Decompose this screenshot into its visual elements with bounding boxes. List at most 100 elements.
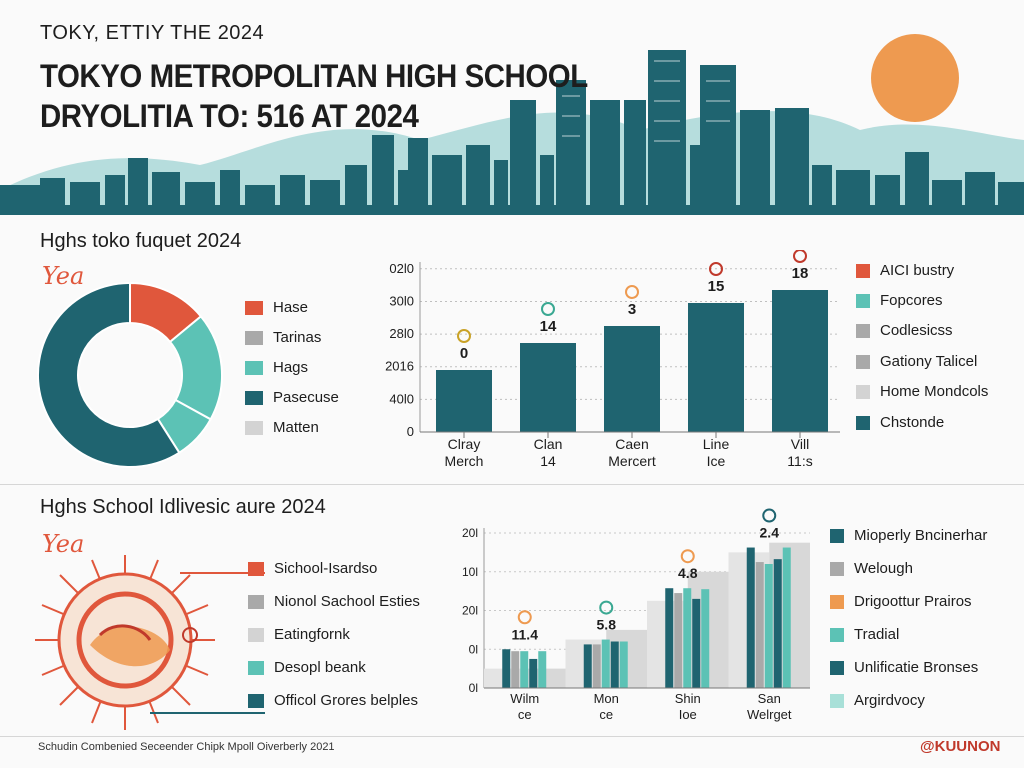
header-banner: TOKY, ETTIY THE 2024 TOKYO METROPOLITAN …	[0, 0, 1024, 215]
y-tick-label: 0	[407, 424, 414, 439]
x-tick-label: Welrget	[747, 707, 792, 722]
legend-label: Nionol Sachool Esties	[274, 593, 420, 610]
x-tick-label: Wilm	[510, 691, 539, 706]
y-tick-label: 02l0	[389, 261, 414, 276]
figure-icon	[680, 549, 695, 564]
bar	[619, 641, 628, 688]
legend-swatch	[830, 660, 844, 675]
sun-ring	[76, 591, 174, 689]
legend-label: AICI bustry	[880, 262, 955, 279]
figure-icon	[625, 285, 639, 299]
data-label: 0	[460, 345, 468, 362]
legend-item: Chstonde	[856, 414, 944, 431]
bar	[520, 651, 529, 688]
legend-swatch	[856, 323, 870, 338]
footer-divider	[0, 736, 1024, 737]
sun-swirl	[98, 624, 152, 641]
x-tick-label: Clray	[448, 436, 481, 452]
y-tick-label: 20l	[462, 526, 478, 540]
skyline-buildings	[0, 50, 1024, 215]
donut-slice	[37, 281, 181, 468]
legend-swatch	[248, 594, 264, 609]
x-tick-label: Vill	[791, 436, 809, 452]
x-tick-label: Ioe	[679, 707, 697, 722]
legend-swatch	[245, 330, 263, 345]
legend-swatch	[245, 390, 263, 405]
legend-label: Chstonde	[880, 414, 945, 431]
y-tick-label: 10l	[462, 565, 478, 579]
legend-item: Mioperly Bncinerhar	[830, 527, 987, 544]
legend-swatch	[856, 415, 870, 430]
legend-item: Nionol Sachool Esties	[248, 593, 420, 610]
legend-swatch	[245, 420, 263, 435]
bar	[772, 290, 828, 432]
bar-chart-1: 040l0201628l030l002l00ClrayMerch14Clan14…	[385, 250, 840, 469]
bar	[592, 644, 601, 688]
legend-swatch	[245, 360, 263, 375]
legend-item: Welough	[830, 560, 913, 577]
bar	[773, 559, 782, 688]
x-tick-label: ce	[518, 707, 532, 722]
section2-badge: Yea	[42, 530, 85, 558]
page-title: TOKYO METROPOLITAN HIGH SCHOOL	[40, 58, 588, 94]
legend-label: Welough	[854, 560, 913, 577]
legend-item: Hags	[245, 359, 308, 376]
data-label: 3	[628, 301, 636, 318]
legend-swatch	[830, 627, 844, 642]
data-label: 5.8	[597, 617, 617, 633]
sun-legend: Sichool-Isardso Nionol Sachool Esties Ea…	[248, 560, 448, 720]
y-tick-label: 2016	[385, 359, 414, 374]
legend-item: Fopcores	[856, 292, 943, 309]
x-tick-label: ce	[599, 707, 613, 722]
figure-icon	[457, 329, 471, 343]
figure-icon	[793, 250, 807, 263]
bar	[610, 641, 619, 688]
bar	[583, 644, 592, 688]
x-tick-label: 11:s	[787, 453, 812, 469]
bar	[692, 598, 701, 688]
legend-swatch	[248, 660, 264, 675]
data-label: 2.4	[760, 525, 780, 541]
x-tick-label: Mercert	[608, 453, 656, 469]
legend-swatch	[248, 693, 264, 708]
legend-label: Hase	[273, 299, 309, 316]
data-label: 14	[540, 318, 557, 335]
legend-item: Sichool-Isardso	[248, 560, 377, 577]
data-label: 18	[792, 265, 809, 282]
legend-item: Tradial	[830, 626, 899, 643]
legend-item: Home Mondcols	[856, 383, 988, 400]
x-tick-label: 14	[540, 453, 556, 469]
figure-icon	[517, 610, 532, 625]
bar-chart-2: 0l0l20l10l20l11.4Wilmce5.8Monce4.8ShinIo…	[462, 508, 810, 722]
legend-swatch	[856, 263, 870, 278]
donut-legend: Hase Tarinas Hags Pasecuse Matten	[245, 295, 395, 445]
legend-label: Argirdvocy	[854, 692, 925, 709]
legend-label: Hags	[273, 359, 309, 376]
y-tick-label: 0l	[469, 681, 478, 695]
bar	[782, 547, 791, 688]
y-tick-label: 30l0	[389, 293, 414, 308]
legend-item: Desopl beank	[248, 659, 366, 676]
section-divider	[0, 484, 1024, 485]
sun-icon	[871, 34, 959, 122]
legend-item: Eatingfornk	[248, 626, 350, 643]
figure-icon	[709, 262, 723, 276]
legend-label: Home Mondcols	[880, 383, 989, 400]
legend-item: Codlesicss	[856, 322, 953, 339]
legend-label: Matten	[273, 419, 319, 436]
legend-label: Mioperly Bncinerhar	[854, 527, 988, 544]
legend-label: Codlesicss	[880, 322, 953, 339]
footer-credit: Schudin Combenied Seceender Chipk Mpoll …	[38, 741, 335, 753]
city-skyline-illustration	[0, 34, 1024, 215]
page-subtitle: DRYOLITIA TO: 516 AT 2024	[40, 98, 419, 134]
bar	[674, 593, 683, 688]
bar	[529, 658, 538, 688]
legend-label: Tradial	[854, 626, 900, 643]
legend-swatch	[830, 594, 844, 609]
legend-item: Pasecuse	[245, 389, 339, 406]
legend-label: Desopl beank	[274, 659, 366, 676]
legend-label: Pasecuse	[273, 389, 339, 406]
data-label: 11.4	[512, 626, 539, 642]
bar	[502, 649, 511, 688]
legend-item: Drigoottur Prairos	[830, 593, 972, 610]
